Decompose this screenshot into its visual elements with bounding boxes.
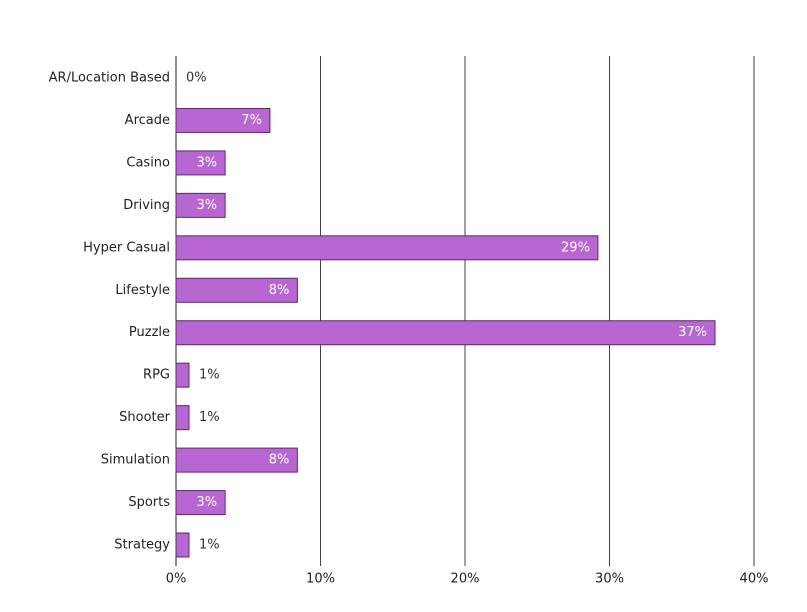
bar xyxy=(175,150,226,176)
y-tick-label: Puzzle xyxy=(129,325,170,340)
value-label: 1% xyxy=(199,410,220,425)
x-tick-label: 20% xyxy=(451,572,480,587)
bar xyxy=(175,107,271,133)
bar xyxy=(175,235,599,261)
y-tick-label: Hyper Casual xyxy=(83,240,170,255)
y-tick-label: Casino xyxy=(126,155,170,170)
value-label: 37% xyxy=(678,325,707,340)
y-tick-label: Shooter xyxy=(119,410,170,425)
y-tick-label: Simulation xyxy=(101,453,170,468)
value-label: 3% xyxy=(197,198,218,213)
value-label: 1% xyxy=(199,368,220,383)
value-label: 8% xyxy=(269,283,290,298)
y-tick-label: AR/Location Based xyxy=(49,71,170,86)
y-tick-label: Sports xyxy=(128,495,170,510)
value-label: 29% xyxy=(561,240,590,255)
bar xyxy=(175,277,298,303)
bar xyxy=(175,447,298,473)
y-tick-label: Driving xyxy=(123,198,170,213)
y-tick-label: Lifestyle xyxy=(115,283,170,298)
value-label: 3% xyxy=(197,495,218,510)
y-tick-label: Arcade xyxy=(125,113,170,128)
x-tick-label: 10% xyxy=(306,572,335,587)
value-label: 1% xyxy=(199,538,220,553)
bar xyxy=(175,320,716,346)
value-label: 3% xyxy=(197,155,218,170)
bar xyxy=(175,532,190,558)
bar xyxy=(175,490,226,516)
x-tick-label: 0% xyxy=(166,572,187,587)
value-label: 0% xyxy=(186,71,207,86)
bar xyxy=(175,362,190,388)
y-tick-label: RPG xyxy=(143,368,170,383)
bar xyxy=(175,192,226,218)
y-tick-label: Strategy xyxy=(114,538,170,553)
bar xyxy=(175,405,190,431)
x-tick-label: 40% xyxy=(740,572,769,587)
value-label: 8% xyxy=(269,453,290,468)
value-label: 7% xyxy=(241,113,262,128)
x-tick-label: 30% xyxy=(595,572,624,587)
